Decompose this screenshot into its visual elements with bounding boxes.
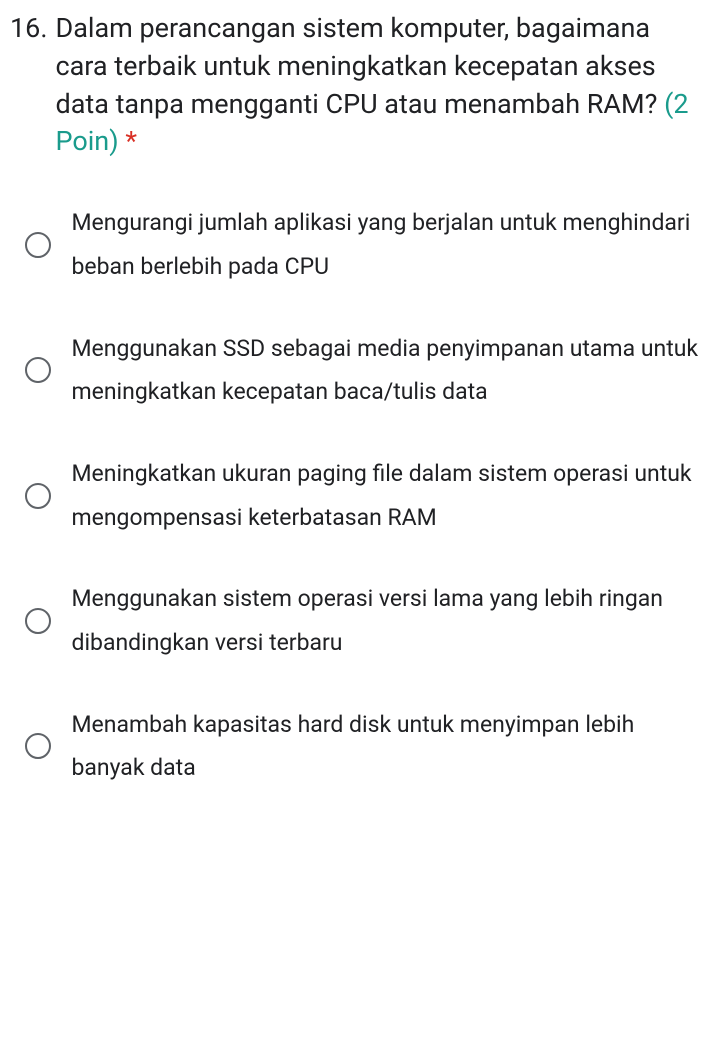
option-item: Menggunakan sistem operasi versi lama ya… — [25, 577, 700, 664]
radio-button[interactable] — [25, 357, 51, 383]
option-text: Menggunakan sistem operasi versi lama ya… — [71, 577, 700, 664]
question-text-content: Dalam perancangan sistem komputer, bagai… — [55, 12, 657, 120]
radio-button[interactable] — [25, 483, 51, 509]
option-item: Mengurangi jumlah aplikasi yang berjalan… — [25, 201, 700, 288]
radio-button[interactable] — [25, 232, 51, 258]
option-text: Menambah kapasitas hard disk untuk menyi… — [71, 703, 700, 790]
option-item: Menggunakan SSD sebagai media penyimpana… — [25, 327, 700, 414]
option-text: Mengurangi jumlah aplikasi yang berjalan… — [71, 201, 700, 288]
options-container: Mengurangi jumlah aplikasi yang berjalan… — [25, 201, 700, 790]
radio-button[interactable] — [25, 733, 51, 759]
option-item: Menambah kapasitas hard disk untuk menyi… — [25, 703, 700, 790]
question-number: 16. — [10, 10, 47, 48]
option-text: Meningkatkan ukuran paging file dalam si… — [71, 452, 700, 539]
option-item: Meningkatkan ukuran paging file dalam si… — [25, 452, 700, 539]
radio-button[interactable] — [25, 608, 51, 634]
question-text: Dalam perancangan sistem komputer, bagai… — [55, 10, 700, 161]
question-body: Dalam perancangan sistem komputer, bagai… — [55, 10, 700, 828]
question-container: 16. Dalam perancangan sistem komputer, b… — [10, 10, 700, 828]
option-text: Menggunakan SSD sebagai media penyimpana… — [71, 327, 700, 414]
required-indicator: * — [125, 125, 137, 157]
